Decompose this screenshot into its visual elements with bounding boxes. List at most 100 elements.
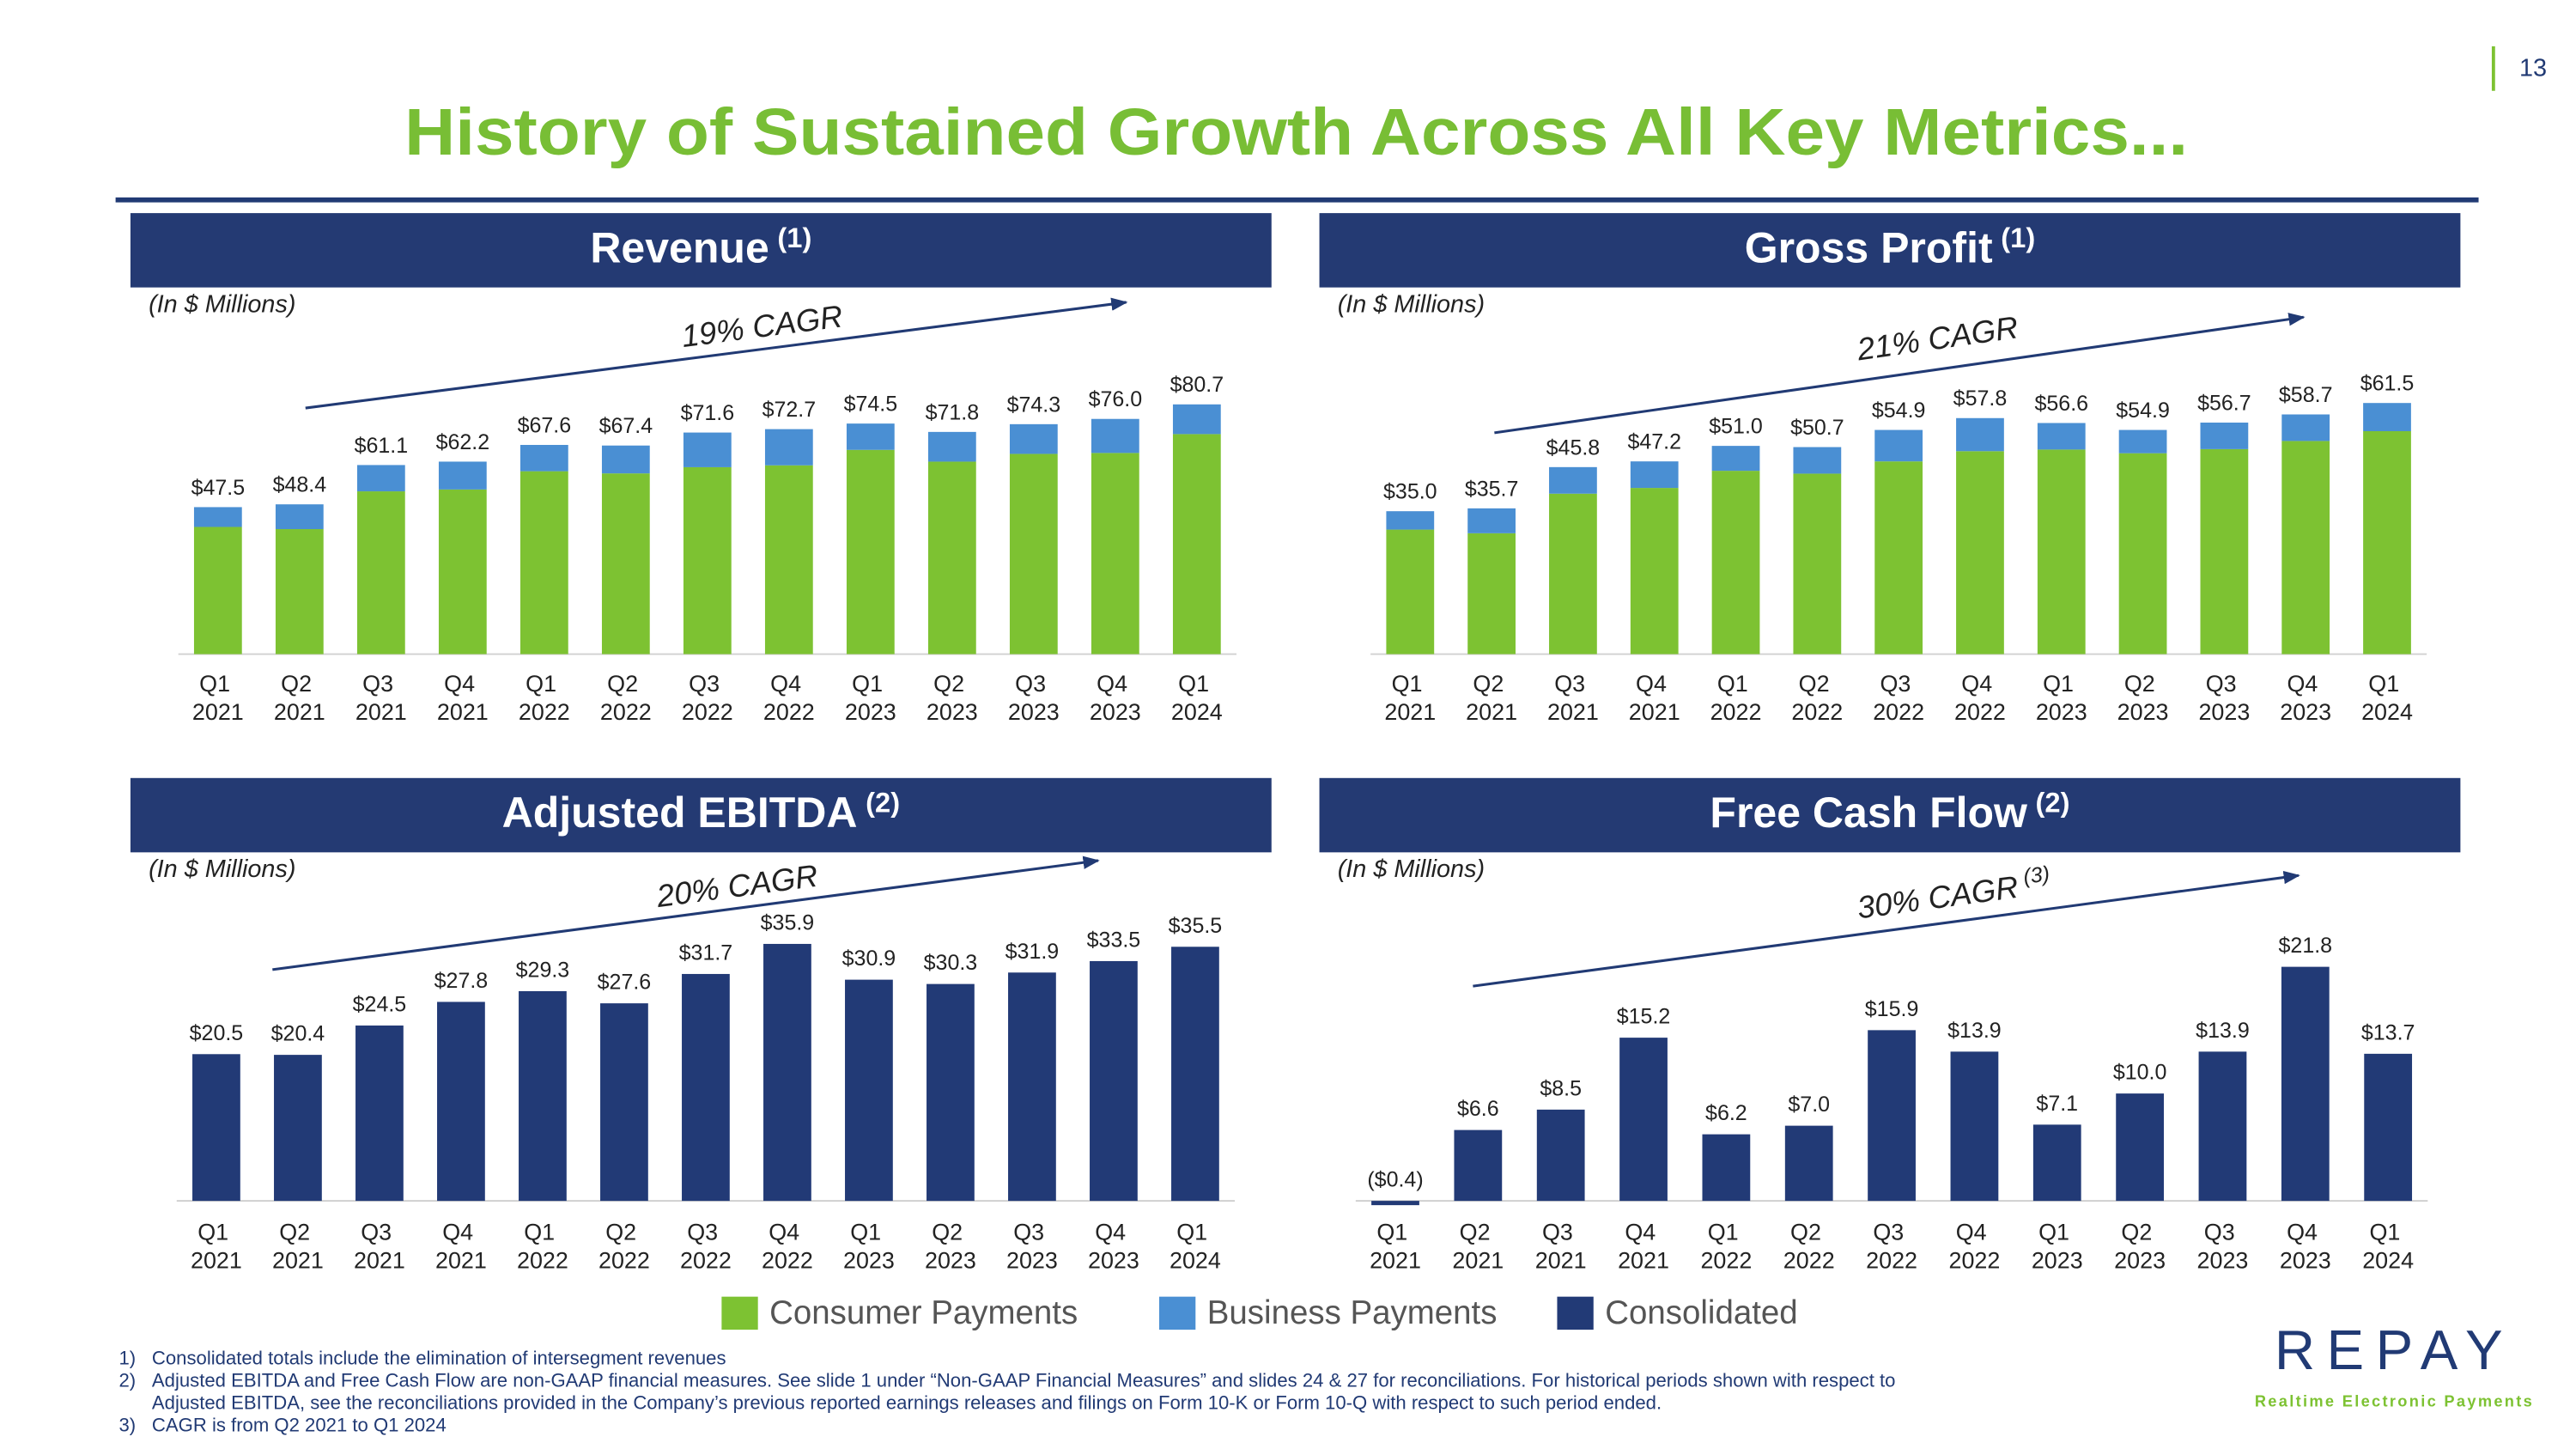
legend-swatch xyxy=(1557,1296,1594,1330)
bar xyxy=(355,1025,404,1202)
total-label: $35.0 xyxy=(1383,480,1437,504)
x-tick-label: Q2 2021 xyxy=(1466,671,1517,725)
cagr-text: 20% CAGR xyxy=(653,857,819,913)
bar xyxy=(600,1003,648,1202)
legend-label: Consumer Payments xyxy=(769,1294,1078,1331)
x-tick-label: Q4 2023 xyxy=(1088,1220,1139,1274)
total-label: $35.7 xyxy=(1465,477,1519,501)
total-label: $54.9 xyxy=(2116,399,2170,423)
total-label: $76.0 xyxy=(1089,387,1143,411)
bar-segment xyxy=(927,461,976,654)
x-tick-label: Q4 2023 xyxy=(1090,671,1141,725)
value-label: $30.9 xyxy=(842,947,896,971)
value-label: $30.3 xyxy=(924,951,978,975)
x-tick-label: Q1 2023 xyxy=(2036,671,2087,725)
bar-segment xyxy=(1711,446,1760,472)
footnote-text: Consolidated totals include the eliminat… xyxy=(152,1348,726,1369)
value-label: $13.9 xyxy=(1947,1019,2002,1043)
bar-segment xyxy=(846,423,895,450)
bar-segment xyxy=(2037,423,2086,450)
footnote-number: 2) xyxy=(118,1370,136,1391)
bar xyxy=(1619,1038,1668,1202)
bar xyxy=(2281,966,2330,1202)
bar xyxy=(437,1002,485,1202)
bar-segment xyxy=(1630,461,1679,489)
x-tick-label: Q1 2021 xyxy=(1370,1220,1421,1274)
chart-title-note: (1) xyxy=(777,222,811,253)
cagr-annotation: 21% CAGR xyxy=(1854,309,2020,367)
x-tick-label: Q3 2023 xyxy=(1008,671,1060,725)
value-label: $15.9 xyxy=(1865,997,1919,1021)
x-tick-label: Q4 2021 xyxy=(435,1220,487,1274)
x-tick-label: Q1 2024 xyxy=(2362,1220,2414,1274)
x-tick-label: Q4 2022 xyxy=(762,1220,813,1274)
x-tick-label: Q3 2022 xyxy=(680,1220,732,1274)
chart-header xyxy=(130,777,1272,853)
total-label: $67.4 xyxy=(599,414,653,438)
x-tick-label: Q3 2022 xyxy=(682,671,733,725)
bar xyxy=(1702,1134,1751,1202)
value-label: $7.0 xyxy=(1788,1093,1830,1117)
x-tick-label: Q3 2023 xyxy=(2197,1220,2249,1274)
value-label: $21.8 xyxy=(2279,934,2333,958)
x-tick-label: Q1 2023 xyxy=(845,671,896,725)
chart-title: Free Cash Flow (2) xyxy=(1710,786,2069,837)
bar-segment xyxy=(1172,404,1221,435)
bar xyxy=(1008,972,1056,1202)
chart-title: Revenue (1) xyxy=(590,222,811,272)
total-label: $61.1 xyxy=(355,434,409,458)
bar xyxy=(1371,1201,1419,1206)
x-tick-label: Q2 2021 xyxy=(274,671,325,725)
bar-segment xyxy=(356,491,405,654)
total-label: $50.7 xyxy=(1790,416,1844,440)
bar xyxy=(1454,1129,1503,1202)
x-tick-label: Q4 2023 xyxy=(2280,1220,2331,1274)
bar xyxy=(274,1055,322,1202)
x-tick-label: Q3 2021 xyxy=(355,671,407,725)
value-label: $20.5 xyxy=(190,1021,244,1045)
chart: Revenue (1) (In $ Millions) 19% CAGR Q1 2021… xyxy=(130,213,1272,725)
value-label: $6.2 xyxy=(1705,1101,1747,1125)
bar-segment xyxy=(683,432,732,467)
bar xyxy=(763,943,811,1202)
bar-segment xyxy=(2037,449,2086,654)
cagr-text: 21% CAGR xyxy=(1854,309,2020,367)
cagr-note: (3) xyxy=(2022,861,2051,889)
bar-segment xyxy=(1386,511,1435,530)
cagr-arrow xyxy=(1494,313,2306,435)
x-tick-label: Q1 2021 xyxy=(1384,671,1436,725)
x-tick-label: Q1 2021 xyxy=(191,1220,242,1274)
bar-segment xyxy=(1172,434,1221,654)
logo-tagline: Realtime Electronic Payments xyxy=(2255,1392,2534,1410)
value-label: $31.9 xyxy=(1005,940,1060,964)
value-label: $35.5 xyxy=(1169,914,1223,938)
value-label: $6.6 xyxy=(1457,1097,1499,1121)
x-tick-label: Q1 2022 xyxy=(1700,1220,1752,1274)
bar-segment xyxy=(1793,473,1842,654)
bar-segment xyxy=(1956,451,2004,654)
chart-header xyxy=(1319,777,2461,853)
bar-segment xyxy=(2363,430,2411,654)
bar xyxy=(1090,960,1138,1202)
bar-segment xyxy=(1711,471,1760,654)
bar-segment xyxy=(601,445,650,474)
chart-subtitle: (In $ Millions) xyxy=(1338,290,1485,318)
x-tick-label: Q4 2022 xyxy=(1954,671,2006,725)
total-label: $56.6 xyxy=(2034,392,2088,416)
legend-swatch xyxy=(1159,1296,1196,1330)
value-label: $10.0 xyxy=(2113,1061,2167,1085)
bar-segment xyxy=(2281,441,2330,654)
total-label: $74.3 xyxy=(1007,393,1061,417)
bar-segment xyxy=(1091,453,1139,654)
chart-title-note: (2) xyxy=(2036,786,2070,818)
total-label: $72.7 xyxy=(762,398,817,422)
footnote-number: 1) xyxy=(118,1348,136,1369)
bar-segment xyxy=(193,527,242,654)
total-label: $61.5 xyxy=(2360,372,2415,396)
cagr-text: 19% CAGR xyxy=(679,298,844,354)
value-label: ($0.4) xyxy=(1367,1168,1423,1192)
x-tick-label: Q2 2022 xyxy=(598,1220,650,1274)
x-tick-label: Q1 2024 xyxy=(1171,671,1223,725)
